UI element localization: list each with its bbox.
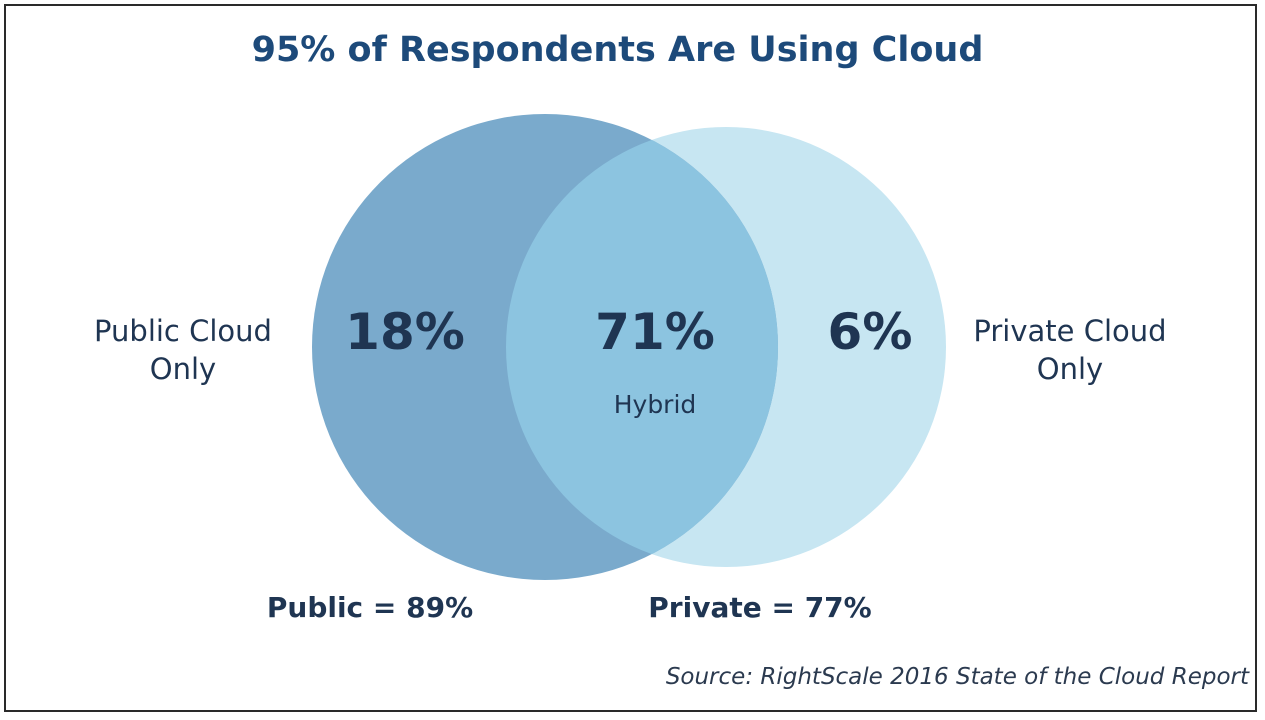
diagram-title: 95% of Respondents Are Using Cloud	[251, 30, 984, 70]
hybrid-overlap-region	[506, 127, 778, 567]
private-cloud-only-label-line1: Private Cloud	[973, 314, 1167, 348]
hybrid-value: 71%	[595, 303, 715, 361]
private-cloud-only-label-line2: Only	[1036, 352, 1104, 386]
public-cloud-only-label-line2: Only	[149, 352, 217, 386]
public-cloud-only-label-line1: Public Cloud	[94, 314, 272, 348]
private-only-value: 6%	[827, 303, 913, 361]
public-total: Public = 89%	[266, 591, 474, 624]
private-cloud-only-label: Private Cloud Only	[940, 312, 1200, 388]
source-note: Source: RightScale 2016 State of the Clo…	[665, 664, 1249, 690]
hybrid-label: Hybrid	[613, 390, 697, 419]
public-only-value: 18%	[345, 303, 465, 361]
public-cloud-only-label: Public Cloud Only	[53, 312, 313, 388]
figure-frame	[4, 4, 1257, 712]
private-total: Private = 77%	[648, 591, 872, 624]
